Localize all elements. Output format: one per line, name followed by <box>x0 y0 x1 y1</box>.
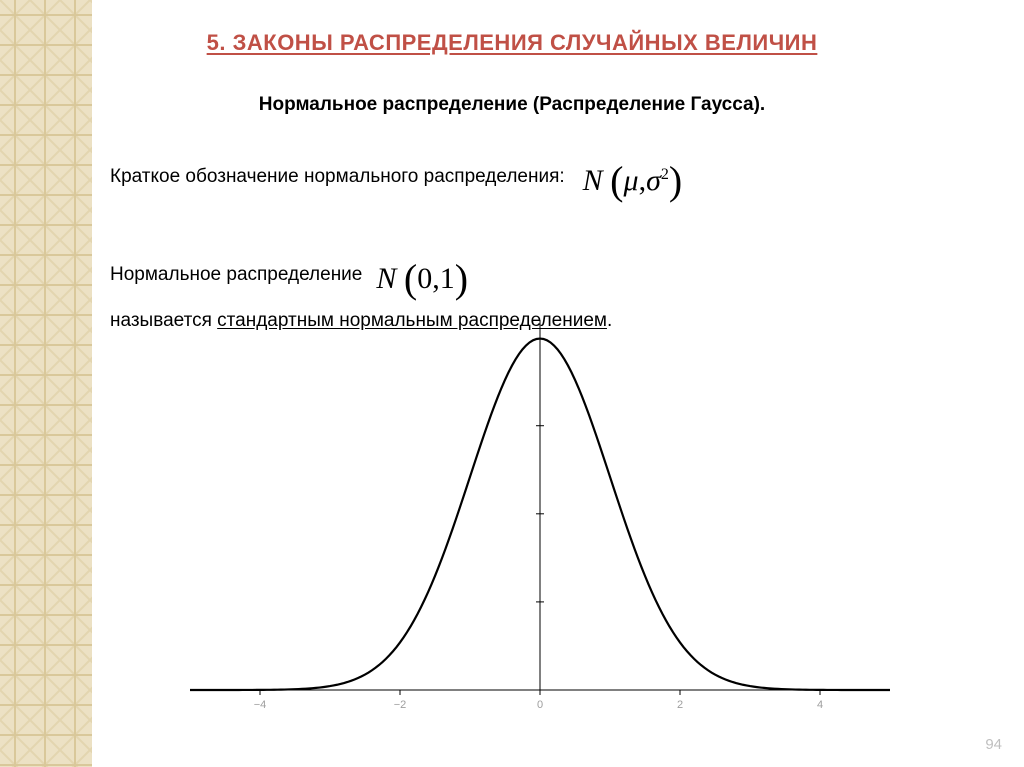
formula-n-mu-sigma: N (μ,σ2) <box>583 150 683 204</box>
gaussian-chart: −4 −2 0 2 4 <box>170 320 910 724</box>
slide-subtitle: Нормальное распределение (Распределение … <box>0 94 1024 116</box>
body-text: Краткое обозначение нормального распреде… <box>110 150 1004 334</box>
intro-text: Краткое обозначение нормального распреде… <box>110 164 565 190</box>
slide-title: 5. ЗАКОНЫ РАСПРЕДЕЛЕНИЯ СЛУЧАЙНЫХ ВЕЛИЧИ… <box>0 30 1024 56</box>
svg-text:0: 0 <box>537 699 543 711</box>
svg-text:−2: −2 <box>394 699 407 711</box>
formula-n-0-1: N (0,1) <box>376 248 468 302</box>
svg-text:−4: −4 <box>254 699 267 711</box>
page-number: 94 <box>985 736 1002 753</box>
std-dist-text-1: Нормальное распределение <box>110 262 362 288</box>
svg-text:4: 4 <box>817 699 823 711</box>
svg-text:2: 2 <box>677 699 683 711</box>
